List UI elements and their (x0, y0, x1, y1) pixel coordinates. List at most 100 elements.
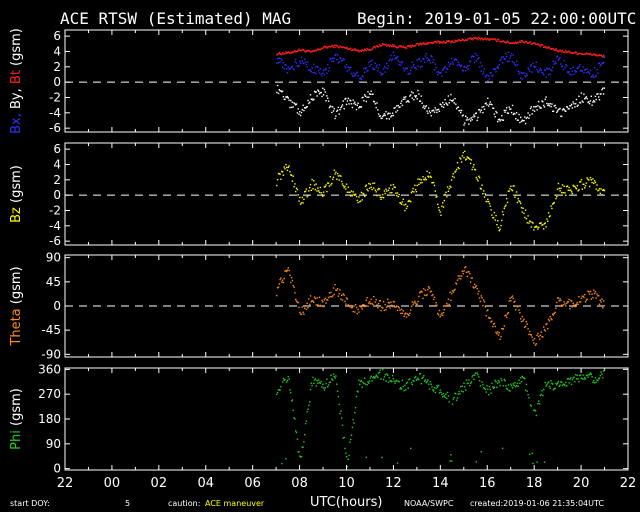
data-point (316, 49, 318, 51)
data-point (332, 379, 334, 381)
y-tick-label: 90 (46, 251, 61, 265)
data-point (556, 196, 558, 198)
data-point (364, 185, 367, 188)
data-point (349, 441, 351, 443)
data-point (476, 54, 478, 57)
data-point (364, 68, 367, 70)
data-point (465, 389, 467, 391)
data-point (396, 309, 399, 312)
data-point (399, 61, 401, 63)
data-point (543, 46, 545, 48)
data-point (506, 40, 509, 42)
data-point (586, 98, 588, 100)
data-point (501, 62, 504, 64)
data-point (541, 224, 543, 226)
data-point (481, 381, 483, 383)
data-point (460, 275, 463, 277)
data-point (436, 195, 438, 198)
data-point (373, 187, 375, 189)
data-point (596, 93, 598, 95)
data-point (593, 101, 596, 103)
data-point (356, 199, 358, 202)
data-point (308, 102, 310, 105)
data-point (508, 106, 510, 108)
data-point (332, 287, 335, 289)
data-point (585, 374, 588, 377)
data-point (285, 96, 287, 98)
data-point (304, 190, 307, 192)
data-point (321, 75, 323, 77)
y-tick-label: 0 (53, 299, 61, 313)
data-point (505, 314, 507, 316)
data-point (372, 67, 374, 69)
data-point (386, 190, 388, 192)
data-point (437, 312, 439, 315)
data-point (439, 389, 441, 391)
data-point (480, 109, 482, 111)
data-point (306, 66, 308, 68)
data-point (446, 186, 449, 188)
data-point (525, 218, 528, 220)
data-point (515, 64, 517, 67)
data-point (339, 108, 341, 111)
data-point (479, 187, 482, 189)
data-point (322, 387, 325, 389)
data-point (563, 301, 565, 303)
data-point (568, 186, 570, 189)
data-point (509, 297, 511, 299)
data-point (524, 377, 526, 380)
data-point (405, 312, 407, 314)
data-point (419, 291, 421, 294)
data-point (548, 320, 551, 322)
data-point (602, 93, 605, 95)
data-point (318, 72, 321, 74)
data-point (373, 45, 376, 48)
data-point (446, 104, 449, 106)
data-point (390, 184, 392, 186)
data-point (371, 48, 373, 51)
data-point (470, 56, 473, 58)
data-point (465, 39, 468, 41)
data-point (295, 103, 298, 105)
data-point (349, 48, 351, 50)
data-point (558, 300, 560, 302)
data-point (368, 382, 370, 384)
data-point (412, 45, 414, 47)
data-point (474, 37, 476, 39)
data-point (307, 307, 309, 309)
data-point (389, 112, 391, 115)
data-point (473, 164, 475, 166)
data-point (484, 102, 487, 105)
data-point (336, 383, 338, 385)
data-point (354, 311, 356, 313)
data-point (590, 298, 592, 300)
data-point (352, 75, 354, 77)
data-point (353, 305, 355, 307)
data-point (387, 44, 390, 46)
data-point (382, 300, 385, 303)
data-point (571, 52, 574, 54)
data-point (471, 376, 473, 378)
data-point (519, 40, 521, 42)
data-point (538, 403, 541, 405)
data-point (533, 409, 535, 412)
data-point (461, 385, 464, 387)
data-point (592, 178, 594, 180)
data-point (366, 384, 368, 386)
data-point (410, 67, 413, 69)
data-point (584, 378, 587, 380)
data-point (396, 192, 399, 194)
data-point (372, 182, 374, 185)
data-point (550, 317, 552, 320)
data-point (466, 117, 468, 119)
data-point (291, 180, 294, 182)
data-point (323, 74, 326, 76)
data-point (293, 68, 295, 71)
data-point (417, 65, 419, 67)
data-point (520, 72, 523, 74)
data-point (473, 114, 475, 116)
data-point (475, 285, 477, 287)
data-point (460, 111, 462, 114)
data-point (568, 108, 570, 110)
data-point (532, 42, 534, 44)
